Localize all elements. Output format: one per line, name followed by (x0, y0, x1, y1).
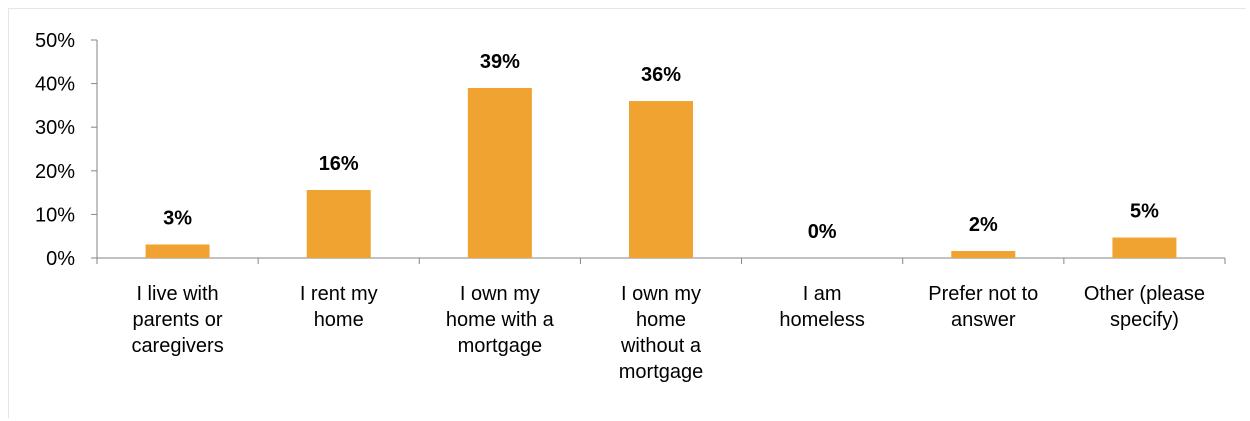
category-label: Prefer not to answer (928, 283, 1038, 331)
category-label: I own my home without a mortgage (619, 283, 704, 383)
y-axis: 0% 10% 20% 30% 40% 50% (35, 30, 98, 270)
data-label: 0% (808, 221, 837, 243)
y-tick-label: 0% (46, 248, 75, 270)
y-tick-label: 50% (35, 30, 75, 52)
bar (629, 101, 693, 258)
bar (1112, 237, 1177, 258)
y-tick-label: 10% (35, 204, 75, 226)
bar (145, 244, 210, 258)
bar (306, 189, 371, 258)
bar (951, 251, 1016, 258)
category-label: I live with parents or caregivers (131, 283, 223, 357)
data-label: 5% (1130, 201, 1159, 223)
data-label: 3% (163, 207, 192, 229)
data-label: 16% (319, 153, 359, 175)
y-tick-label: 40% (35, 74, 75, 96)
bars (145, 87, 1177, 259)
y-tick-label: 30% (35, 117, 75, 139)
chart-frame (8, 8, 1246, 418)
data-label: 36% (641, 64, 681, 86)
category-labels: I live with parents or caregivers I rent my… (131, 283, 1205, 383)
category-label: Other (please specify) (1084, 283, 1205, 331)
bar (467, 87, 532, 259)
data-labels: 3% 16% 39% 36% 0% 2% 5% (163, 51, 1159, 243)
category-label: I own my home with a mortgage (446, 283, 555, 357)
data-label: 39% (480, 51, 520, 73)
y-tick-label: 20% (35, 161, 75, 183)
data-label: 2% (969, 214, 998, 236)
category-label: I am homeless (779, 283, 865, 331)
x-axis (96, 257, 1226, 264)
category-label: I rent my home (300, 283, 378, 331)
